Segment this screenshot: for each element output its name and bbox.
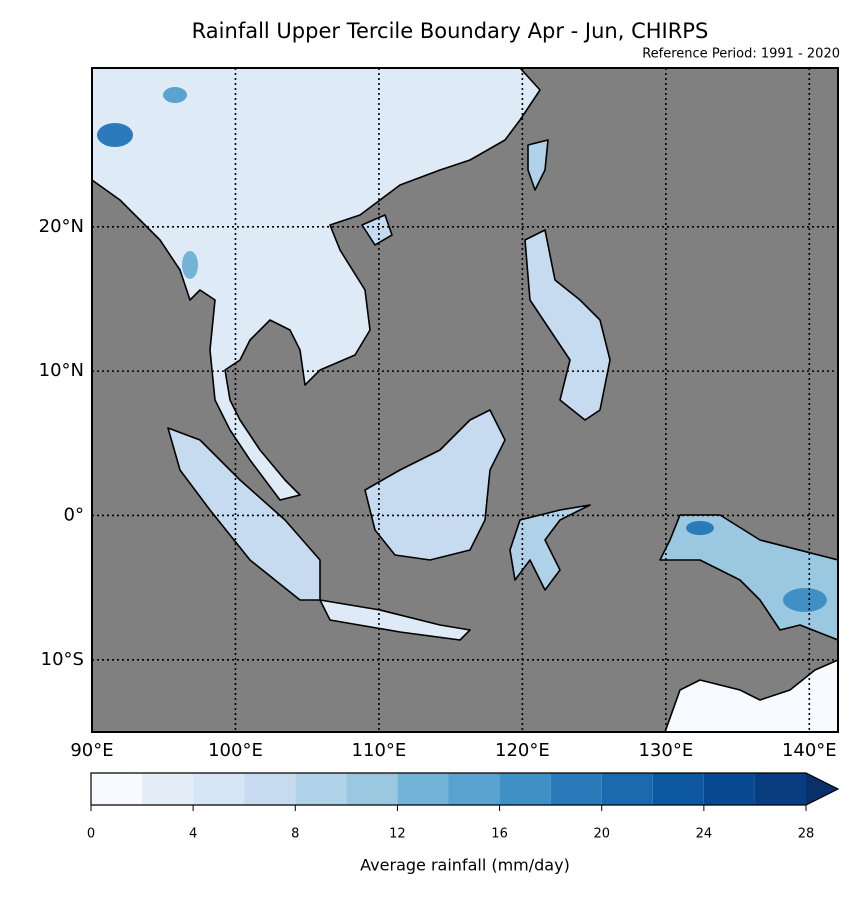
- colorbar-tick-label: 28: [798, 827, 815, 842]
- colorbar-extension: [806, 773, 838, 805]
- colorbar-tick-label: 24: [696, 827, 713, 842]
- rain-patch: [686, 521, 714, 535]
- colorbar-bin: [703, 773, 755, 805]
- colorbar-bin: [244, 773, 296, 805]
- colorbar-tick-label: 8: [291, 827, 299, 842]
- x-tick-label: 90°E: [70, 740, 113, 761]
- x-tick-label: 140°E: [782, 740, 837, 761]
- x-tick-label: 100°E: [208, 740, 263, 761]
- y-tick-label: 20°N: [39, 216, 84, 237]
- colorbar-bin: [754, 773, 806, 805]
- land-layer: [92, 68, 838, 732]
- x-tick-label: 120°E: [495, 740, 550, 761]
- colorbar: Average rainfall (mm/day) 0 4 8 12 16 20 24 28: [87, 772, 840, 875]
- y-tick-label: 10°N: [39, 360, 84, 381]
- rain-patch: [783, 588, 827, 612]
- mainland: [92, 68, 541, 501]
- colorbar-bin: [295, 773, 347, 805]
- rain-patch: [182, 251, 198, 279]
- colorbar-outline: [90, 772, 840, 806]
- colorbar-bin: [193, 773, 245, 805]
- colorbar-bin: [652, 773, 704, 805]
- colorbar-tick-label: 12: [389, 827, 406, 842]
- borneo: [364, 409, 506, 561]
- x-tick-label: 110°E: [352, 740, 407, 761]
- y-tick-label: 10°S: [41, 649, 84, 670]
- taiwan: [527, 139, 549, 191]
- subtitle: Reference Period: 1991 - 2020: [642, 47, 840, 62]
- java: [319, 599, 471, 641]
- colorbar-label: Average rainfall (mm/day): [360, 856, 570, 875]
- map-frame: [91, 67, 839, 733]
- map: [91, 67, 839, 733]
- title: Rainfall Upper Tercile Boundary Apr - Ju…: [192, 19, 709, 43]
- sulawesi: [509, 504, 591, 591]
- colorbar-bin: [448, 773, 500, 805]
- colorbar-tick-label: 4: [189, 827, 197, 842]
- colorbar-bin: [91, 773, 143, 805]
- colorbar-bin: [346, 773, 398, 805]
- rain-patch: [163, 87, 187, 103]
- australia: [664, 659, 838, 732]
- colorbar-bin: [397, 773, 449, 805]
- hainan: [361, 214, 393, 246]
- x-tick-label: 130°E: [638, 740, 693, 761]
- rain-patch: [97, 123, 133, 147]
- y-tick-label: 0°: [64, 504, 84, 525]
- colorbar-tick-label: 20: [593, 827, 610, 842]
- colorbar-tick-label: 16: [491, 827, 508, 842]
- colorbar-bin: [550, 773, 602, 805]
- colorbar-bin: [499, 773, 551, 805]
- colorbar-tick-label: 0: [87, 827, 95, 842]
- colorbar-bin: [601, 773, 653, 805]
- philippines: [524, 229, 611, 421]
- colorbar-bin: [142, 773, 194, 805]
